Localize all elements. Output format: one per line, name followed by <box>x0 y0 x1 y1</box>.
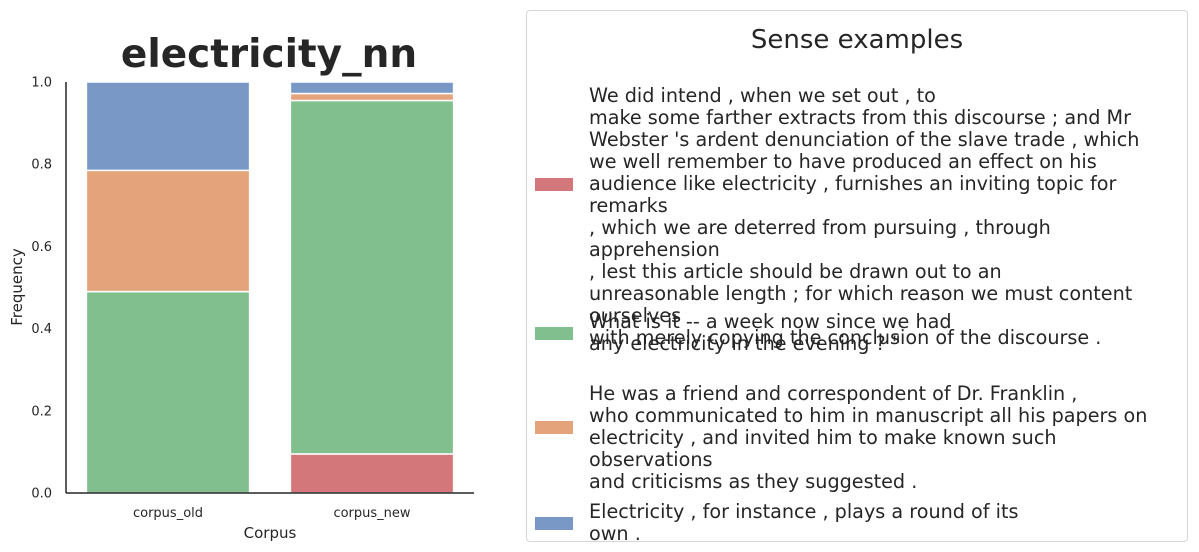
y-axis-label: Frequency <box>8 248 26 326</box>
legend-entry-text: We did intend , when we set out , to mak… <box>589 84 1140 349</box>
bar-segment-corpus_old-1 <box>85 290 251 494</box>
x-tick-label: corpus_new <box>333 506 410 521</box>
bar-segment-corpus_old-3 <box>85 81 251 172</box>
bar-segment-corpus_new-1 <box>289 99 455 455</box>
legend-entry: What is it -- a week now since we had an… <box>527 311 1187 355</box>
legend-swatch <box>535 517 573 530</box>
y-tick-label: 0.0 <box>31 487 52 502</box>
legend-entry: We did intend , when we set out , to mak… <box>527 85 1187 349</box>
stacked-bar-chart: electricity_nn corpus_old corpus_new 0.0 0.… <box>8 32 474 542</box>
legend-swatch <box>535 421 573 434</box>
legend-swatch <box>535 327 573 340</box>
axes: corpus_old corpus_new 0.0 0.2 0.4 0.6 0.8 1.0 <box>31 76 474 521</box>
legend: Sense examples We did intend , when we s… <box>526 10 1188 545</box>
legend-entry: Electricity , for instance , plays a rou… <box>527 501 1187 545</box>
bars <box>85 81 455 494</box>
bar-segment-corpus_new-3 <box>289 81 455 95</box>
legend-entry: He was a friend and correspondent of Dr.… <box>527 383 1187 493</box>
y-tick-label: 1.0 <box>31 76 52 91</box>
y-tick-label: 0.6 <box>31 240 52 255</box>
legend-entry-text: What is it -- a week now since we had an… <box>589 310 952 355</box>
legend-swatch <box>535 178 573 191</box>
chart-title: electricity_nn <box>121 32 417 77</box>
x-axis-label: Corpus <box>244 524 297 542</box>
legend-title: Sense examples <box>750 25 964 55</box>
y-tick-label: 0.8 <box>31 158 52 173</box>
y-tick-label: 0.4 <box>31 322 52 337</box>
y-tick-label: 0.2 <box>31 404 52 419</box>
legend-entry-text: Electricity , for instance , plays a rou… <box>589 500 1019 545</box>
legend-entry-text: He was a friend and correspondent of Dr.… <box>589 382 1148 493</box>
bar-segment-corpus_old-2 <box>85 169 251 293</box>
x-tick-label: corpus_old <box>133 506 203 521</box>
bar-segment-corpus_new-2 <box>289 92 455 102</box>
bar-segment-corpus_new-0 <box>289 453 455 494</box>
